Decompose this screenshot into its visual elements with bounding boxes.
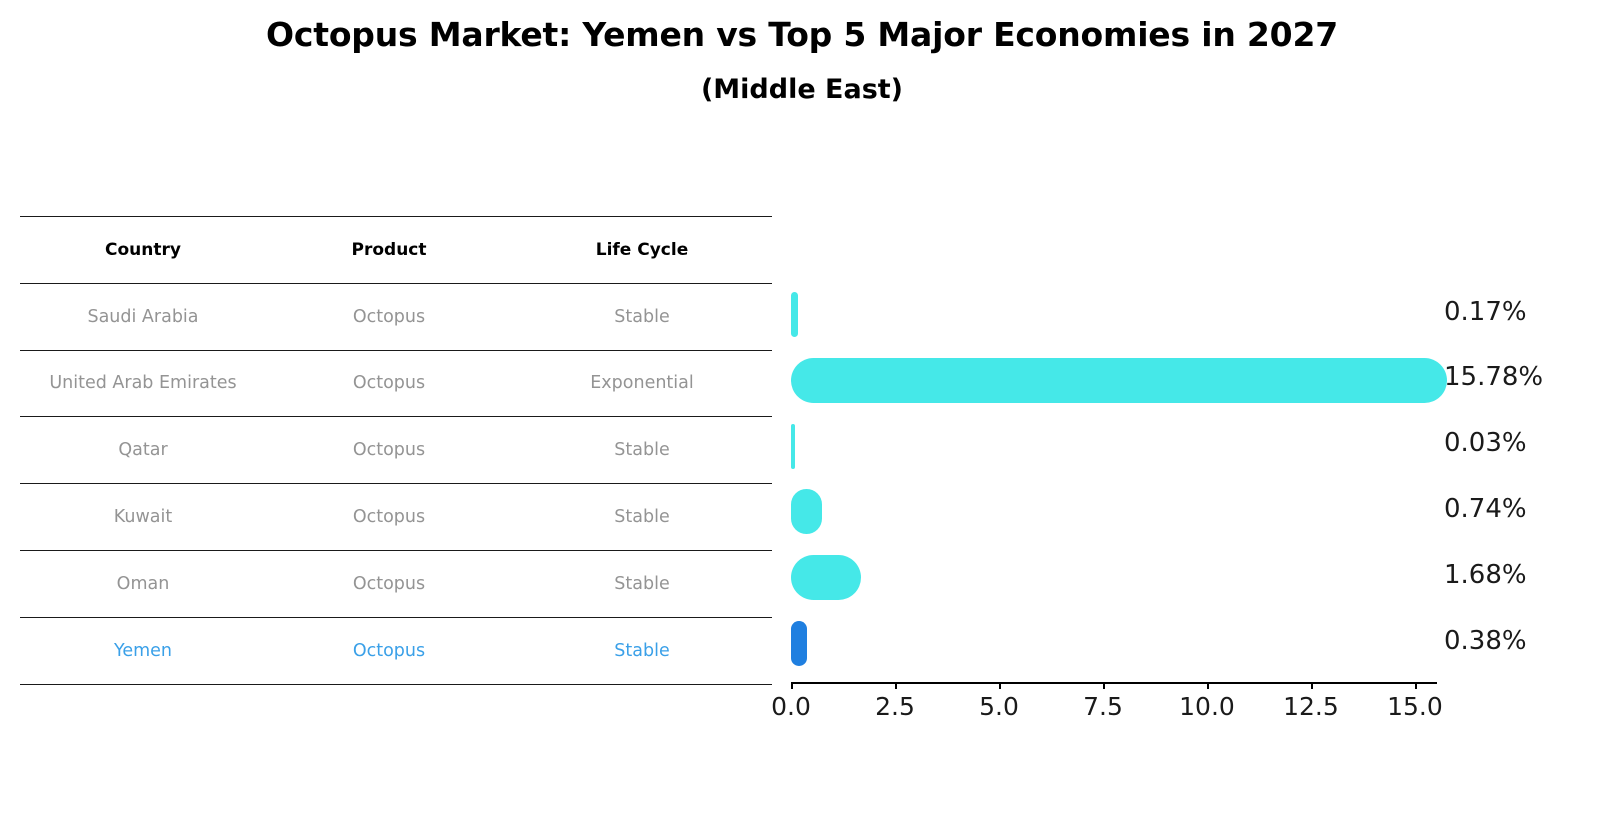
bar-value-label: 0.38% [1444, 625, 1527, 656]
table-row: United Arab Emirates Octopus Exponential [20, 349, 772, 417]
table-header-row: Country Product Life Cycle [20, 216, 772, 283]
x-tick-mark [894, 682, 897, 689]
column-header-country: Country [105, 239, 181, 260]
bar-value-label: 0.03% [1444, 428, 1527, 459]
x-tick-label: 5.0 [979, 692, 1019, 721]
table-row: Saudi Arabia Octopus Stable [20, 282, 772, 350]
cell-product: Octopus [352, 306, 426, 327]
cell-country: Qatar [118, 440, 168, 461]
title-block: Octopus Market: Yemen vs Top 5 Major Eco… [0, 14, 1604, 107]
column-header-product: Product [351, 239, 427, 260]
cell-life-cycle: Stable [614, 507, 670, 528]
table-row: Oman Octopus Stable [20, 549, 772, 617]
page-subtitle: (Middle East) [700, 74, 904, 106]
cell-life-cycle: Exponential [590, 373, 694, 394]
table-row: Yemen Octopus Stable [20, 616, 772, 685]
x-tick-mark [1102, 682, 1105, 689]
cell-life-cycle: Stable [614, 440, 670, 461]
x-tick-mark [1310, 682, 1313, 689]
bar-kuwait [791, 489, 822, 535]
country-table: Country Product Life Cycle Saudi Arabia O… [20, 216, 772, 685]
x-axis-line [791, 682, 1437, 684]
bar-united-arab-emirates [791, 357, 1448, 403]
cell-country: Yemen [113, 640, 173, 661]
cell-country: Saudi Arabia [87, 306, 199, 327]
bar-yemen [791, 621, 807, 666]
cell-product: Octopus [352, 507, 426, 528]
cell-product: Octopus [352, 440, 426, 461]
x-tick-mark [998, 682, 1001, 689]
table-row: Kuwait Octopus Stable [20, 483, 772, 550]
cell-life-cycle: Stable [614, 640, 670, 661]
cell-product: Octopus [352, 373, 426, 394]
cell-product: Octopus [352, 640, 426, 661]
cell-life-cycle: Stable [614, 573, 670, 594]
cell-life-cycle: Stable [614, 306, 670, 327]
cell-country: Oman [116, 573, 170, 594]
cell-country: United Arab Emirates [49, 373, 237, 394]
x-tick-label: 10.0 [1179, 692, 1235, 721]
x-tick-label: 0.0 [771, 692, 811, 721]
x-tick-label: 2.5 [875, 692, 915, 721]
table-row: Qatar Octopus Stable [20, 416, 772, 483]
x-tick-label: 7.5 [1083, 692, 1123, 721]
x-tick-mark [1414, 682, 1417, 689]
x-tick-mark [1206, 682, 1209, 689]
bar-value-label: 0.74% [1444, 493, 1527, 524]
x-tick-label: 12.5 [1283, 692, 1339, 721]
bar-value-label: 0.17% [1444, 296, 1527, 327]
x-tick-mark [791, 682, 793, 689]
bar-value-label: 15.78% [1444, 362, 1544, 393]
column-header-life-cycle: Life Cycle [595, 239, 689, 260]
page-title: Octopus Market: Yemen vs Top 5 Major Eco… [266, 15, 1338, 54]
bar-oman [791, 555, 861, 601]
x-tick-label: 15.0 [1387, 692, 1443, 721]
bar-qatar [791, 423, 795, 469]
table-body: Saudi Arabia Octopus Stable United Arab Emi… [20, 282, 772, 685]
bar-saudi-arabia [791, 292, 799, 337]
cell-product: Octopus [352, 573, 426, 594]
cell-country: Kuwait [113, 507, 173, 528]
bar-value-label: 1.68% [1444, 559, 1527, 590]
